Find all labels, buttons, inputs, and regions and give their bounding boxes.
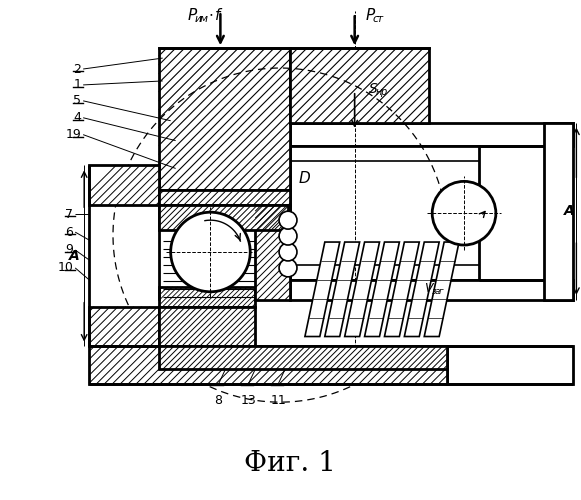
Circle shape (279, 243, 297, 261)
Circle shape (432, 182, 496, 245)
Polygon shape (89, 346, 447, 384)
Polygon shape (159, 346, 447, 370)
Polygon shape (424, 242, 459, 336)
Text: 6: 6 (65, 226, 73, 238)
Polygon shape (89, 306, 159, 346)
Text: 9: 9 (65, 244, 73, 256)
Text: 13: 13 (241, 394, 256, 407)
Text: 8: 8 (214, 394, 223, 407)
Polygon shape (365, 242, 399, 336)
Circle shape (279, 211, 297, 229)
Text: 1: 1 (73, 78, 81, 92)
Text: $P_{\!и\!м}\!\cdot\!f$: $P_{\!и\!м}\!\cdot\!f$ (187, 6, 224, 25)
Text: $P_{\!с\!т}$: $P_{\!с\!т}$ (364, 6, 385, 25)
Circle shape (279, 227, 297, 245)
Text: 7: 7 (65, 208, 73, 220)
Polygon shape (385, 242, 419, 336)
Text: $V_{\!з\!а\!г}$: $V_{\!з\!а\!г}$ (424, 282, 445, 298)
Polygon shape (159, 205, 288, 230)
Text: 4: 4 (73, 111, 81, 124)
Bar (290, 122, 573, 146)
Text: A: A (564, 204, 575, 218)
Circle shape (279, 259, 297, 277)
Text: $S_{\!н\!р}$: $S_{\!н\!р}$ (368, 82, 388, 100)
Polygon shape (159, 306, 255, 346)
Bar (290, 280, 573, 299)
Text: Фиг. 1: Фиг. 1 (244, 450, 336, 477)
Text: D: D (299, 171, 311, 186)
Polygon shape (404, 242, 439, 336)
Polygon shape (255, 205, 290, 300)
Bar (447, 346, 573, 384)
Polygon shape (305, 242, 340, 336)
Polygon shape (159, 48, 290, 191)
Polygon shape (159, 287, 255, 306)
Bar (544, 122, 573, 300)
Text: 11: 11 (270, 394, 286, 407)
Polygon shape (345, 242, 379, 336)
Polygon shape (159, 190, 290, 205)
Polygon shape (89, 166, 159, 205)
Polygon shape (290, 48, 429, 122)
Bar (290, 146, 479, 280)
Circle shape (171, 212, 250, 292)
Text: A: A (69, 249, 80, 263)
Polygon shape (325, 242, 360, 336)
Text: 10: 10 (58, 262, 73, 274)
Text: 2: 2 (73, 62, 81, 76)
Text: 5: 5 (73, 94, 81, 108)
Text: 19: 19 (66, 128, 81, 141)
